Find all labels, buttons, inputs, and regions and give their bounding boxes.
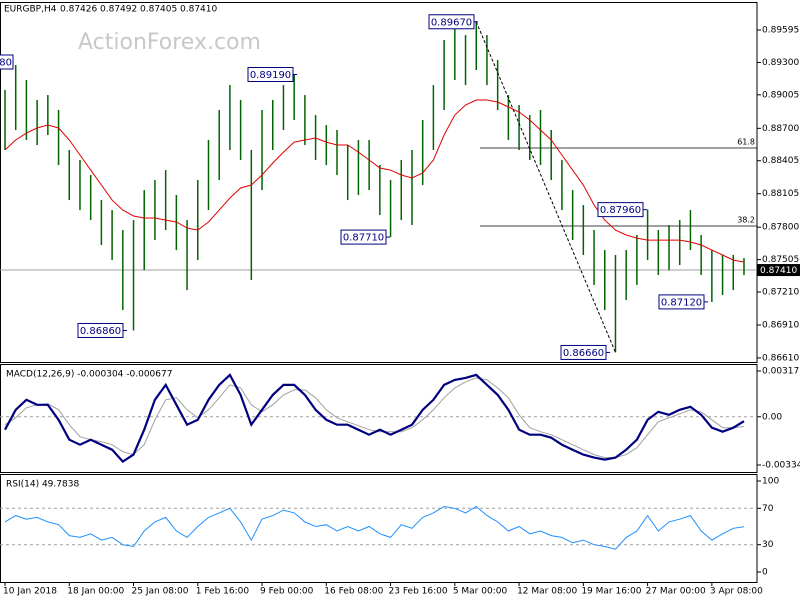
y-tick-label: 30 xyxy=(762,540,774,550)
price-label: 80 xyxy=(0,58,12,69)
current-price-label: 0.87410 xyxy=(760,266,797,276)
y-tick-label: -0.003344 xyxy=(762,460,800,470)
rsi-title: RSI(14) 49.7838 xyxy=(6,480,79,490)
x-tick-label: 3 Apr 08:00 xyxy=(710,587,763,597)
indicator-line xyxy=(4,373,745,464)
price-label-box xyxy=(247,67,294,83)
price-label: 0.86660 xyxy=(563,348,604,359)
price-label-box xyxy=(340,229,387,245)
price-label-box xyxy=(560,344,607,360)
x-tick-label: 19 Mar 16:00 xyxy=(581,587,641,597)
panel-frame xyxy=(0,364,758,473)
price-label: 0.87710 xyxy=(343,233,384,244)
y-tick-label: 0.89595 xyxy=(762,26,799,36)
y-tick-label: 0.88105 xyxy=(762,189,799,199)
y-tick-label: 0.89300 xyxy=(762,58,799,68)
x-tick-label: 23 Feb 16:00 xyxy=(389,587,448,597)
quote: 0.87405 xyxy=(140,5,177,15)
price-label-box xyxy=(428,14,475,30)
x-tick-label: 12 Mar 08:00 xyxy=(517,587,577,597)
y-tick-label: 0.86610 xyxy=(762,353,799,363)
quote: 0.87492 xyxy=(100,5,137,15)
y-tick-label: 100 xyxy=(762,477,779,487)
x-tick-label: 9 Feb 00:00 xyxy=(260,587,314,597)
y-tick-label: 0.87210 xyxy=(762,288,799,298)
x-tick-label: 27 Mar 00:00 xyxy=(646,587,706,597)
quote: 0.87410 xyxy=(180,5,217,15)
fib-label: 61.8 xyxy=(737,137,755,146)
x-tick-label: 10 Jan 2018 xyxy=(3,587,57,597)
x-tick-label: 18 Jan 00:00 xyxy=(67,587,124,597)
price-label: 0.87960 xyxy=(600,205,641,216)
y-tick-label: 0 xyxy=(762,567,768,577)
symbol: EURGBP,H4 xyxy=(4,5,57,15)
x-tick-label: 25 Jan 08:00 xyxy=(132,587,189,597)
price-label: 0.86860 xyxy=(80,326,121,337)
fib-label: 38.2 xyxy=(737,215,755,224)
y-tick-label: 0.003177 xyxy=(762,366,800,376)
quote: 0.87426 xyxy=(60,5,97,15)
y-tick-label: 70 xyxy=(762,504,774,514)
price-label: 0.87120 xyxy=(661,297,702,308)
watermark: ActionForex.com xyxy=(78,30,261,55)
price-label-box xyxy=(0,54,14,70)
y-tick-label: 0.87800 xyxy=(762,223,799,233)
panel-frame xyxy=(0,474,758,583)
y-tick-label: 0.89005 xyxy=(762,90,799,100)
y-tick-label: 0.88405 xyxy=(762,156,799,166)
price-label: 0.89670 xyxy=(431,17,472,28)
y-tick-label: 0.00 xyxy=(762,412,782,422)
price-label-box xyxy=(658,294,705,310)
x-tick-label: 5 Mar 00:00 xyxy=(453,587,508,597)
price-label-box xyxy=(597,202,644,218)
indicator-line xyxy=(4,377,745,459)
current-price-box xyxy=(757,264,800,277)
panel-frame xyxy=(0,2,758,363)
y-tick-label: 0.86910 xyxy=(762,320,799,330)
indicator-line xyxy=(4,505,745,550)
price-label: 0.89190 xyxy=(250,70,291,81)
price-label-box xyxy=(77,322,124,338)
moving-average xyxy=(4,99,745,263)
x-tick-label: 1 Feb 16:00 xyxy=(196,587,250,597)
macd-title: MACD(12,26,9) -0.000304 -0.000677 xyxy=(6,370,172,380)
y-tick-label: 0.88700 xyxy=(762,124,799,134)
y-tick-label: 0.87505 xyxy=(762,255,799,265)
x-tick-label: 16 Feb 08:00 xyxy=(324,587,383,597)
